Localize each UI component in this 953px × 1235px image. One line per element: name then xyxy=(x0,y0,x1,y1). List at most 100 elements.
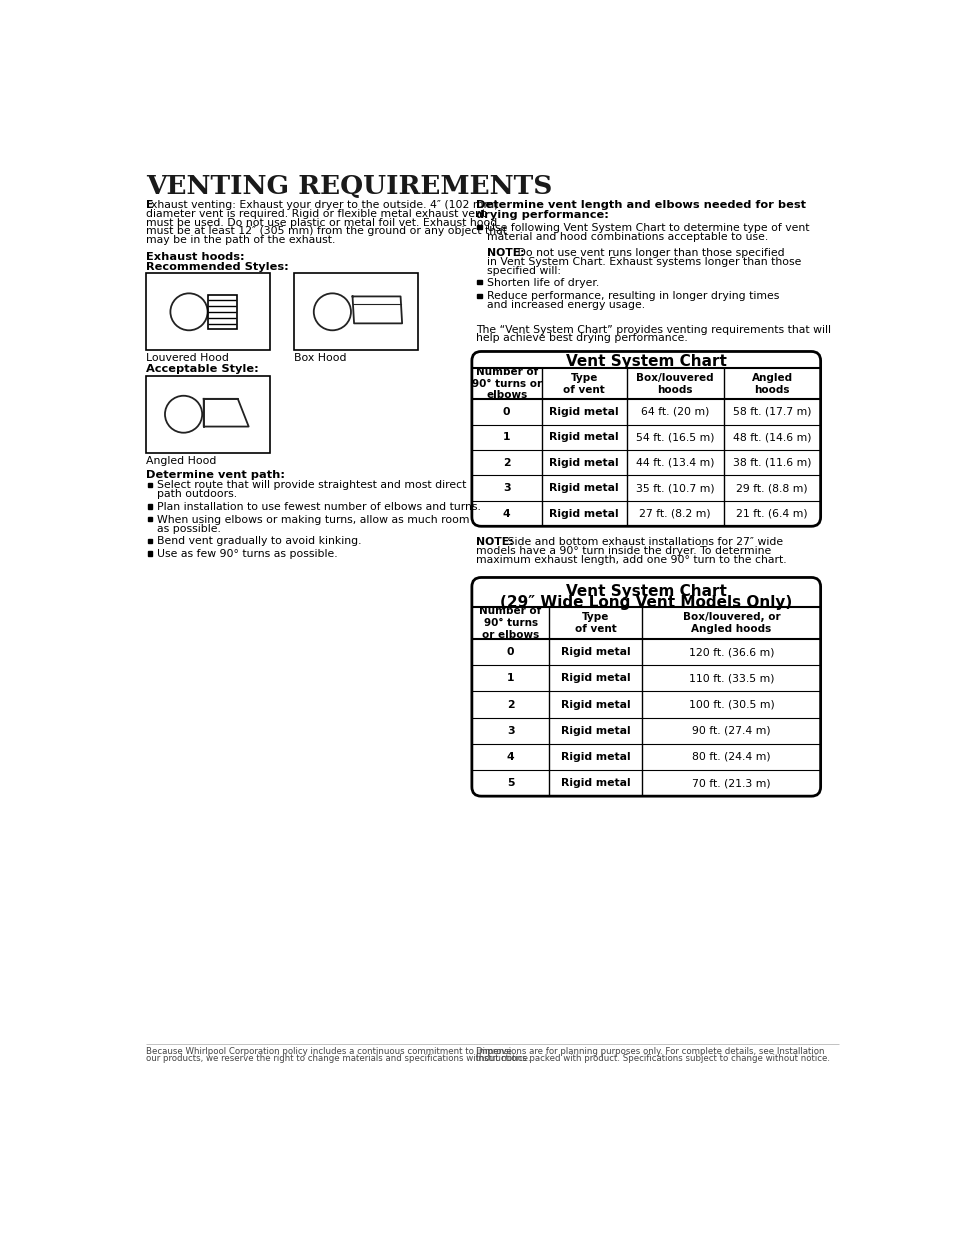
Text: 64 ft. (20 m): 64 ft. (20 m) xyxy=(640,406,709,417)
Text: Use following Vent System Chart to determine type of vent: Use following Vent System Chart to deter… xyxy=(486,222,808,233)
Text: Number of
90° turns or
elbows: Number of 90° turns or elbows xyxy=(471,367,541,400)
Text: NOTE:: NOTE: xyxy=(476,537,513,547)
Text: Side and bottom exhaust installations for 27″ wide: Side and bottom exhaust installations fo… xyxy=(503,537,782,547)
Text: 90 ft. (27.4 m): 90 ft. (27.4 m) xyxy=(692,726,770,736)
Text: Box/louvered, or
Angled hoods: Box/louvered, or Angled hoods xyxy=(682,613,780,634)
Text: Plan installation to use fewest number of elbows and turns.: Plan installation to use fewest number o… xyxy=(157,501,480,513)
Bar xyxy=(294,273,417,351)
Text: Dimensions are for planning purposes only. For complete details, see Installatio: Dimensions are for planning purposes onl… xyxy=(476,1047,823,1056)
Text: our products, we reserve the right to change materials and specifications withou: our products, we reserve the right to ch… xyxy=(146,1055,531,1063)
Text: Rigid metal: Rigid metal xyxy=(549,509,618,519)
Text: 4: 4 xyxy=(502,509,510,519)
Text: diameter vent is required. Rigid or flexible metal exhaust vent: diameter vent is required. Rigid or flex… xyxy=(146,209,486,219)
Bar xyxy=(476,294,481,298)
Bar xyxy=(148,504,152,509)
Text: Reduce performance, resulting in longer drying times: Reduce performance, resulting in longer … xyxy=(486,291,779,301)
Text: maximum exhaust length, add one 90° turn to the chart.: maximum exhaust length, add one 90° turn… xyxy=(476,555,785,564)
Text: Rigid metal: Rigid metal xyxy=(560,726,630,736)
Text: 35 ft. (10.7 m): 35 ft. (10.7 m) xyxy=(636,483,714,493)
Text: Angled Hood: Angled Hood xyxy=(146,456,216,466)
Text: models have a 90° turn inside the dryer. To determine: models have a 90° turn inside the dryer.… xyxy=(476,546,770,556)
Text: must be at least 12″ (305 mm) from the ground or any object that: must be at least 12″ (305 mm) from the g… xyxy=(146,226,507,236)
Text: in Vent System Chart. Exhaust systems longer than those: in Vent System Chart. Exhaust systems lo… xyxy=(486,257,801,267)
Text: as possible.: as possible. xyxy=(157,524,221,534)
FancyBboxPatch shape xyxy=(472,352,820,526)
Text: VENTING REQUIREMENTS: VENTING REQUIREMENTS xyxy=(146,174,552,199)
Text: Rigid metal: Rigid metal xyxy=(549,458,618,468)
Bar xyxy=(208,295,236,329)
Text: Do not use vent runs longer than those specified: Do not use vent runs longer than those s… xyxy=(514,248,784,258)
Text: 120 ft. (36.6 m): 120 ft. (36.6 m) xyxy=(688,647,774,657)
Text: 70 ft. (21.3 m): 70 ft. (21.3 m) xyxy=(692,778,770,788)
Bar xyxy=(148,551,152,556)
Text: Determine vent path:: Determine vent path: xyxy=(146,469,285,479)
Text: path outdoors.: path outdoors. xyxy=(157,489,237,499)
Text: 48 ft. (14.6 m): 48 ft. (14.6 m) xyxy=(732,432,811,442)
Bar xyxy=(146,273,270,351)
Text: 1: 1 xyxy=(502,432,510,442)
Text: xhaust venting: Exhaust your dryer to the outside. 4″ (102 mm): xhaust venting: Exhaust your dryer to th… xyxy=(152,200,498,210)
Text: and increased energy usage.: and increased energy usage. xyxy=(486,300,644,310)
FancyBboxPatch shape xyxy=(472,578,820,797)
Bar xyxy=(476,225,481,230)
Text: Acceptable Style:: Acceptable Style: xyxy=(146,364,259,374)
Text: drying performance:: drying performance: xyxy=(476,210,608,220)
Text: Type
of vent: Type of vent xyxy=(575,613,616,634)
Text: 38 ft. (11.6 m): 38 ft. (11.6 m) xyxy=(732,458,811,468)
Text: Rigid metal: Rigid metal xyxy=(560,778,630,788)
Bar xyxy=(148,538,152,543)
Bar xyxy=(146,375,270,453)
Text: Rigid metal: Rigid metal xyxy=(549,483,618,493)
Text: NOTE:: NOTE: xyxy=(486,248,524,258)
Text: 29 ft. (8.8 m): 29 ft. (8.8 m) xyxy=(736,483,807,493)
Text: Angled
hoods: Angled hoods xyxy=(751,373,792,395)
Text: 58 ft. (17.7 m): 58 ft. (17.7 m) xyxy=(732,406,811,417)
Text: 3: 3 xyxy=(506,726,514,736)
Text: 21 ft. (6.4 m): 21 ft. (6.4 m) xyxy=(736,509,807,519)
Text: Box/louvered
hoods: Box/louvered hoods xyxy=(636,373,714,395)
Text: Because Whirlpool Corporation policy includes a continuous commitment to improve: Because Whirlpool Corporation policy inc… xyxy=(146,1047,512,1056)
Text: may be in the path of the exhaust.: may be in the path of the exhaust. xyxy=(146,235,335,246)
Text: Recommended Styles:: Recommended Styles: xyxy=(146,262,289,272)
Text: Use as few 90° turns as possible.: Use as few 90° turns as possible. xyxy=(157,550,337,559)
Text: 2: 2 xyxy=(502,458,510,468)
Text: 110 ft. (33.5 m): 110 ft. (33.5 m) xyxy=(688,673,774,683)
Text: 80 ft. (24.4 m): 80 ft. (24.4 m) xyxy=(692,752,770,762)
Text: 54 ft. (16.5 m): 54 ft. (16.5 m) xyxy=(636,432,714,442)
Text: 0: 0 xyxy=(502,406,510,417)
Text: Rigid metal: Rigid metal xyxy=(560,752,630,762)
Text: 5: 5 xyxy=(506,778,514,788)
Text: Shorten life of dryer.: Shorten life of dryer. xyxy=(486,278,598,288)
Text: 1: 1 xyxy=(506,673,514,683)
Bar xyxy=(148,517,152,521)
Text: 3: 3 xyxy=(502,483,510,493)
Text: E: E xyxy=(146,200,153,210)
Text: Box Hood: Box Hood xyxy=(294,353,346,363)
Text: must be used. Do not use plastic or metal foil vet. Exhaust hood: must be used. Do not use plastic or meta… xyxy=(146,217,497,227)
Text: Vent System Chart: Vent System Chart xyxy=(565,354,726,369)
Bar xyxy=(148,483,152,487)
Text: Rigid metal: Rigid metal xyxy=(560,673,630,683)
Text: Vent System Chart: Vent System Chart xyxy=(565,584,726,599)
Text: 4: 4 xyxy=(506,752,514,762)
Text: Select route that will provide straightest and most direct: Select route that will provide straighte… xyxy=(157,480,466,490)
Text: Bend vent gradually to avoid kinking.: Bend vent gradually to avoid kinking. xyxy=(157,536,361,546)
Text: When using elbows or making turns, allow as much room: When using elbows or making turns, allow… xyxy=(157,515,469,525)
Text: Number of
90° turns
or elbows: Number of 90° turns or elbows xyxy=(479,606,541,640)
Text: Rigid metal: Rigid metal xyxy=(560,699,630,710)
Text: Determine vent length and elbows needed for best: Determine vent length and elbows needed … xyxy=(476,200,805,210)
Text: Rigid metal: Rigid metal xyxy=(549,406,618,417)
Text: Rigid metal: Rigid metal xyxy=(549,432,618,442)
Text: 27 ft. (8.2 m): 27 ft. (8.2 m) xyxy=(639,509,710,519)
Text: 100 ft. (30.5 m): 100 ft. (30.5 m) xyxy=(688,699,774,710)
Text: material and hood combinations acceptable to use.: material and hood combinations acceptabl… xyxy=(486,232,767,242)
Text: Louvered Hood: Louvered Hood xyxy=(146,353,229,363)
Text: 44 ft. (13.4 m): 44 ft. (13.4 m) xyxy=(636,458,714,468)
Text: 2: 2 xyxy=(506,699,514,710)
Text: Exhaust hoods:: Exhaust hoods: xyxy=(146,252,245,262)
Text: Rigid metal: Rigid metal xyxy=(560,647,630,657)
Text: Type
of vent: Type of vent xyxy=(563,373,604,395)
Text: Instructions packed with product. Specifications subject to change without notic: Instructions packed with product. Specif… xyxy=(476,1055,829,1063)
Text: 0: 0 xyxy=(506,647,514,657)
Text: help achieve best drying performance.: help achieve best drying performance. xyxy=(476,333,687,343)
